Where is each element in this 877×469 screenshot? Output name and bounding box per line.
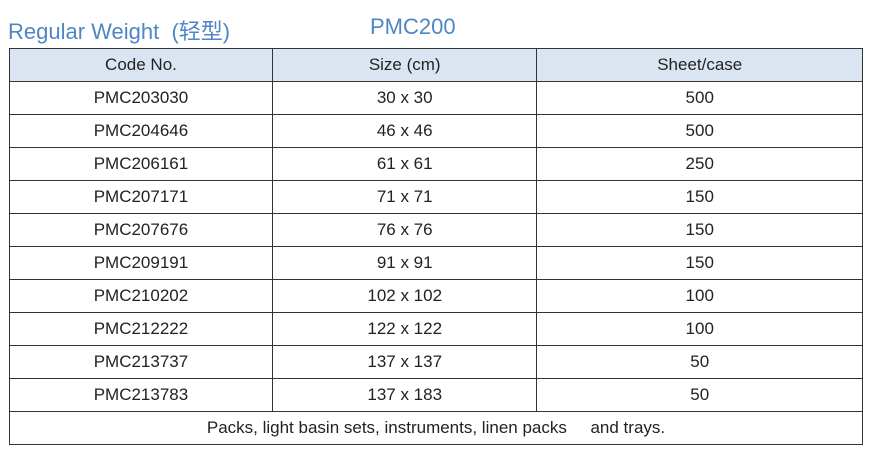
table-row: PMC213783 137 x 183 50 [9,378,863,412]
table-row: PMC209191 91 x 91 150 [9,246,863,280]
title: Regular Weight (轻型) [8,19,231,44]
table-row: PMC204646 46 x 46 500 [9,114,863,148]
cell: 50 [536,345,863,379]
header-row: Code No. Size (cm) Sheet/case [9,48,863,82]
table-body: PMC203030 30 x 30 500 PMC204646 46 x 46 500 PM… [9,81,863,445]
footer-note: Packs, light basin sets, instruments, li… [9,411,863,445]
table-row: PMC203030 30 x 30 500 [9,81,863,115]
cell: PMC209191 [9,246,273,280]
cell: 61 x 61 [271,147,538,181]
cell: 137 x 137 [271,345,538,379]
cell: 91 x 91 [271,246,538,280]
cell: 71 x 71 [271,180,538,214]
table-row: PMC207676 76 x 76 150 [9,213,863,247]
cell: 500 [536,114,863,148]
cell: 150 [536,213,863,247]
table-row: PMC210202 102 x 102 100 [9,279,863,313]
cell: PMC207171 [9,180,273,214]
cell: 122 x 122 [271,312,538,346]
cell: 100 [536,279,863,313]
cell: PMC207676 [9,213,273,247]
cell: 46 x 46 [271,114,538,148]
column-header: Sheet/case [536,48,863,82]
table-row: PMC206161 61 x 61 250 [9,147,863,181]
cell: 76 x 76 [271,213,538,247]
cell: 250 [536,147,863,181]
column-header: Size (cm) [271,48,538,82]
footer-row: Packs, light basin sets, instruments, li… [9,411,863,445]
cell: 150 [536,180,863,214]
column-header: Code No. [9,48,273,82]
cell: PMC213783 [9,378,273,412]
cell: 500 [536,81,863,115]
cell: 150 [536,246,863,280]
cell: 137 x 183 [271,378,538,412]
model: PMC200 [370,14,456,39]
table-row: PMC213737 137 x 137 50 [9,345,863,379]
cell: 102 x 102 [271,279,538,313]
cell: 30 x 30 [271,81,538,115]
cell: PMC212222 [9,312,273,346]
cell: 50 [536,378,863,412]
cell: PMC204646 [9,114,273,148]
table-row: PMC212222 122 x 122 100 [9,312,863,346]
table-row: PMC207171 71 x 71 150 [9,180,863,214]
cell: PMC203030 [9,81,273,115]
cell: PMC206161 [9,147,273,181]
cell: 100 [536,312,863,346]
cell: PMC213737 [9,345,273,379]
product-table: Code No. Size (cm) Sheet/case PMC203030 30 … [9,48,863,445]
cell: PMC210202 [9,279,273,313]
